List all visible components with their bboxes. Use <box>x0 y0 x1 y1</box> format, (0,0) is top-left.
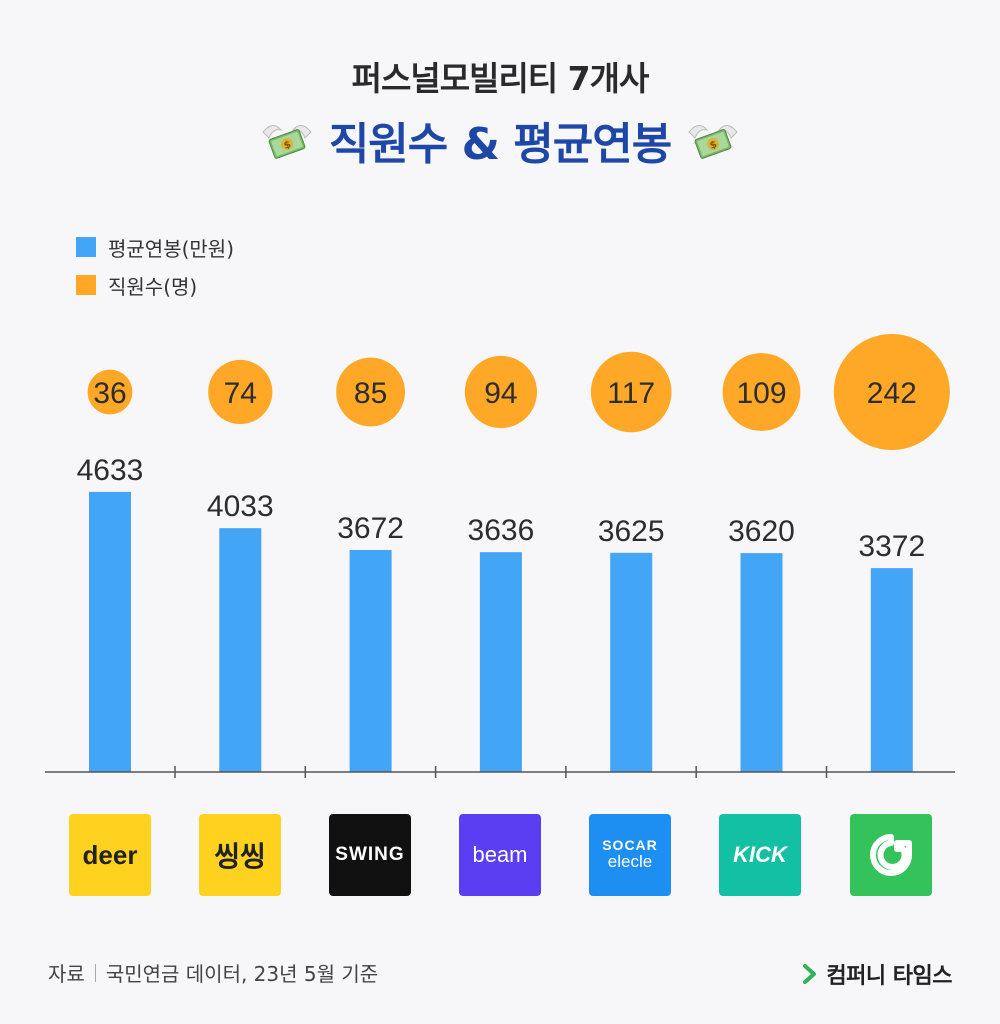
chart-legend: 평균연봉(만원) 직원수(명) <box>76 228 234 304</box>
salary-value-label: 3372 <box>858 530 925 563</box>
salary-value-label: 3620 <box>728 515 795 548</box>
source-text: 국민연금 데이터, 23년 5월 기준 <box>105 962 379 986</box>
swing-logo-text: SWING <box>335 844 405 865</box>
source-note: 자료 국민연금 데이터, 23년 5월 기준 <box>48 958 378 987</box>
source-divider <box>94 963 96 982</box>
chart-subtitle-row: $ 직원수 & 평균연봉 $ <box>0 108 1000 172</box>
money-with-wings-icon: $ <box>262 125 312 159</box>
kick-logo: KICK <box>719 814 801 896</box>
salary-value-label: 3625 <box>598 515 665 548</box>
socar-elecle-logo: SOCAR elecle <box>589 814 671 896</box>
chevron-right-icon <box>803 964 817 984</box>
swing-logo: SWING <box>329 814 411 896</box>
socar-logo-text: SOCAR <box>602 836 658 853</box>
employee-count-bubble <box>722 353 801 431</box>
ssingssing-logo: 씽씽 <box>199 814 281 896</box>
salary-bar <box>219 528 262 772</box>
deer-logo: deer <box>69 814 151 896</box>
beam-logo-text: beam <box>472 842 528 867</box>
svg-text:$: $ <box>282 139 292 152</box>
money-with-wings-icon: $ <box>688 125 738 159</box>
legend-item-salary: 평균연봉(만원) <box>76 228 234 266</box>
legend-item-employees: 직원수(명) <box>76 266 234 304</box>
employee-count-label: 109 <box>736 377 786 410</box>
legend-label-salary: 평균연봉(만원) <box>108 236 235 261</box>
salary-value-label: 3672 <box>337 512 404 545</box>
legend-swatch-employees <box>76 275 96 295</box>
salary-value-label: 4633 <box>77 454 144 487</box>
salary-bar <box>740 553 783 772</box>
employee-count-label: 117 <box>607 377 655 410</box>
company-logo-row: deer 씽씽 SWING beam SOCAR elecle KICK <box>0 814 1000 896</box>
ssingssing-logo-text: 씽씽 <box>214 840 266 873</box>
employee-count-label: 94 <box>484 377 517 410</box>
chart-plot-area: 36 74 85 94 117 109 242 4633 4033 3672 3636 3625 362… <box>45 334 955 778</box>
employee-count-bubble <box>833 334 950 450</box>
employee-count-label: 242 <box>867 377 917 410</box>
employee-count-bubble <box>208 359 273 425</box>
salary-value-label: 3636 <box>468 514 535 547</box>
gcoo-logo <box>850 814 932 896</box>
salary-bar <box>610 552 653 772</box>
source-label: 자료 <box>48 962 85 986</box>
brand-mark: 컴퍼니 타임스 <box>802 958 952 990</box>
elecle-logo-text: elecle <box>607 852 653 872</box>
legend-label-employees: 직원수(명) <box>108 274 198 299</box>
salary-bar <box>89 491 131 772</box>
employee-count-label: 36 <box>93 377 126 410</box>
gcoo-logo-icon <box>870 834 912 876</box>
employee-count-bubble <box>87 369 133 415</box>
svg-text:$: $ <box>709 139 719 152</box>
salary-bar <box>479 552 522 772</box>
salary-bar <box>349 549 392 772</box>
salary-bar <box>870 568 913 772</box>
employee-count-label: 85 <box>354 377 387 410</box>
employee-count-bubble <box>336 357 405 427</box>
kick-logo-text: KICK <box>733 842 787 867</box>
salary-value-label: 4033 <box>207 490 274 523</box>
deer-logo-text: deer <box>82 839 138 870</box>
employee-count-bubble <box>590 351 672 433</box>
chart-title: 퍼스널모빌리티 7개사 <box>351 59 650 98</box>
legend-swatch-salary <box>76 237 96 257</box>
beam-logo: beam <box>459 814 541 896</box>
chart-title-block: 퍼스널모빌리티 7개사 $ 직원수 & 평균연봉 $ <box>0 52 1000 172</box>
chart-subtitle: 직원수 & 평균연봉 <box>328 119 672 170</box>
employee-count-bubble <box>464 355 537 429</box>
employee-count-label: 74 <box>224 377 257 410</box>
brand-name: 컴퍼니 타임스 <box>826 964 952 989</box>
